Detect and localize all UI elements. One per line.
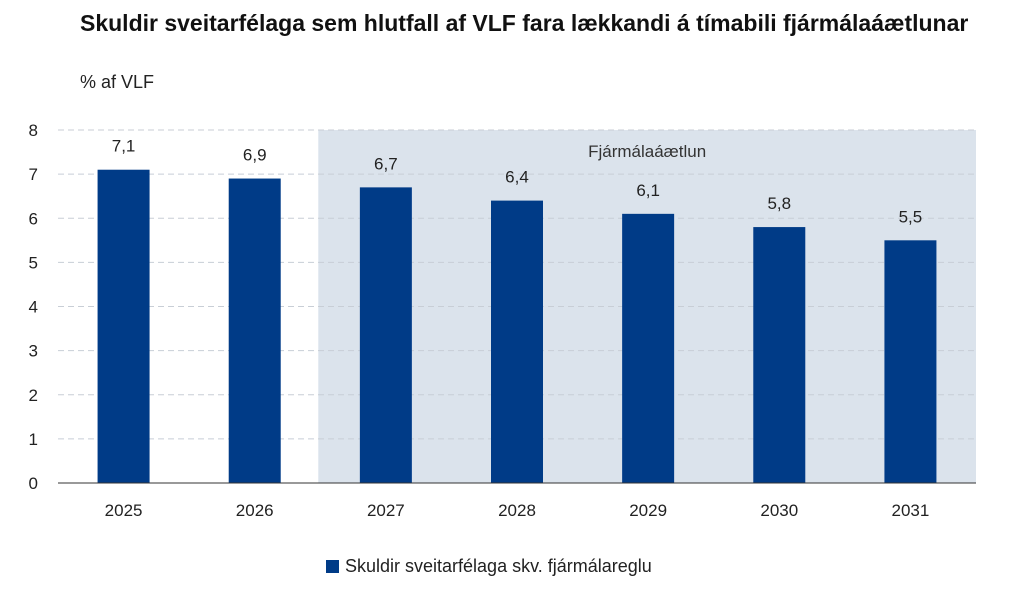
x-tick-label: 2025 — [105, 501, 143, 520]
data-label: 7,1 — [112, 137, 136, 156]
x-tick-label: 2027 — [367, 501, 405, 520]
forecast-region-label: Fjármálaáætlun — [588, 142, 706, 161]
y-tick-label: 5 — [29, 253, 38, 272]
y-tick-label: 6 — [29, 209, 38, 228]
data-label: 5,5 — [899, 207, 923, 226]
data-label: 6,1 — [636, 181, 660, 200]
bar — [622, 213, 675, 483]
y-tick-label: 7 — [29, 165, 38, 184]
x-tick-label: 2031 — [892, 501, 930, 520]
chart-subtitle: % af VLF — [80, 72, 155, 92]
legend: Skuldir sveitarfélaga skv. fjármálareglu — [326, 556, 652, 577]
x-tick-label: 2026 — [236, 501, 274, 520]
bar — [753, 227, 806, 483]
y-tick-label: 2 — [29, 386, 38, 405]
bar — [359, 187, 412, 484]
x-tick-label: 2029 — [629, 501, 667, 520]
y-tick-label: 1 — [29, 430, 38, 449]
y-tick-label: 4 — [29, 298, 38, 317]
y-tick-label: 3 — [29, 342, 38, 361]
y-tick-label: 0 — [29, 474, 38, 493]
x-tick-label: 2030 — [760, 501, 798, 520]
chart-title: Skuldir sveitarfélaga sem hlutfall af VL… — [80, 10, 969, 36]
data-label: 6,7 — [374, 154, 398, 173]
bar — [491, 200, 543, 483]
legend-label: Skuldir sveitarfélaga skv. fjármálareglu — [345, 556, 652, 576]
bar — [884, 240, 937, 483]
legend-swatch — [326, 560, 339, 573]
data-label: 6,9 — [243, 146, 267, 165]
x-tick-label: 2028 — [498, 501, 536, 520]
y-tick-label: 8 — [29, 121, 38, 140]
bar — [97, 169, 150, 483]
bar — [228, 178, 281, 483]
data-label: 6,4 — [505, 168, 529, 187]
data-label: 5,8 — [767, 194, 791, 213]
